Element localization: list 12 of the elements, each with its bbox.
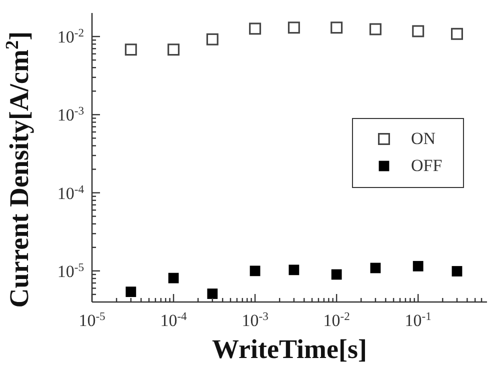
x-tick-label: 10$^{-5}$ <box>78 310 106 330</box>
y-tick-label: 10$^{-3}$ <box>57 104 84 125</box>
y-tick-label: 10$^{-4}$ <box>57 182 84 203</box>
y-tick-label: 10$^{-2}$ <box>57 26 84 47</box>
y-tick-label: 10$^{-5}$ <box>57 260 84 281</box>
x-tick-label: 10$^{-4}$ <box>160 310 188 330</box>
x-tick-label: 10$^{-3}$ <box>242 310 269 330</box>
x-axis-title: WriteTime[s] <box>212 334 367 364</box>
x-tick-label: 10$^{-2}$ <box>323 310 350 330</box>
legend-label: OFF <box>411 156 442 176</box>
legend-label: ON <box>411 129 436 149</box>
x-tick-label: 10$^{-1}$ <box>404 310 432 330</box>
